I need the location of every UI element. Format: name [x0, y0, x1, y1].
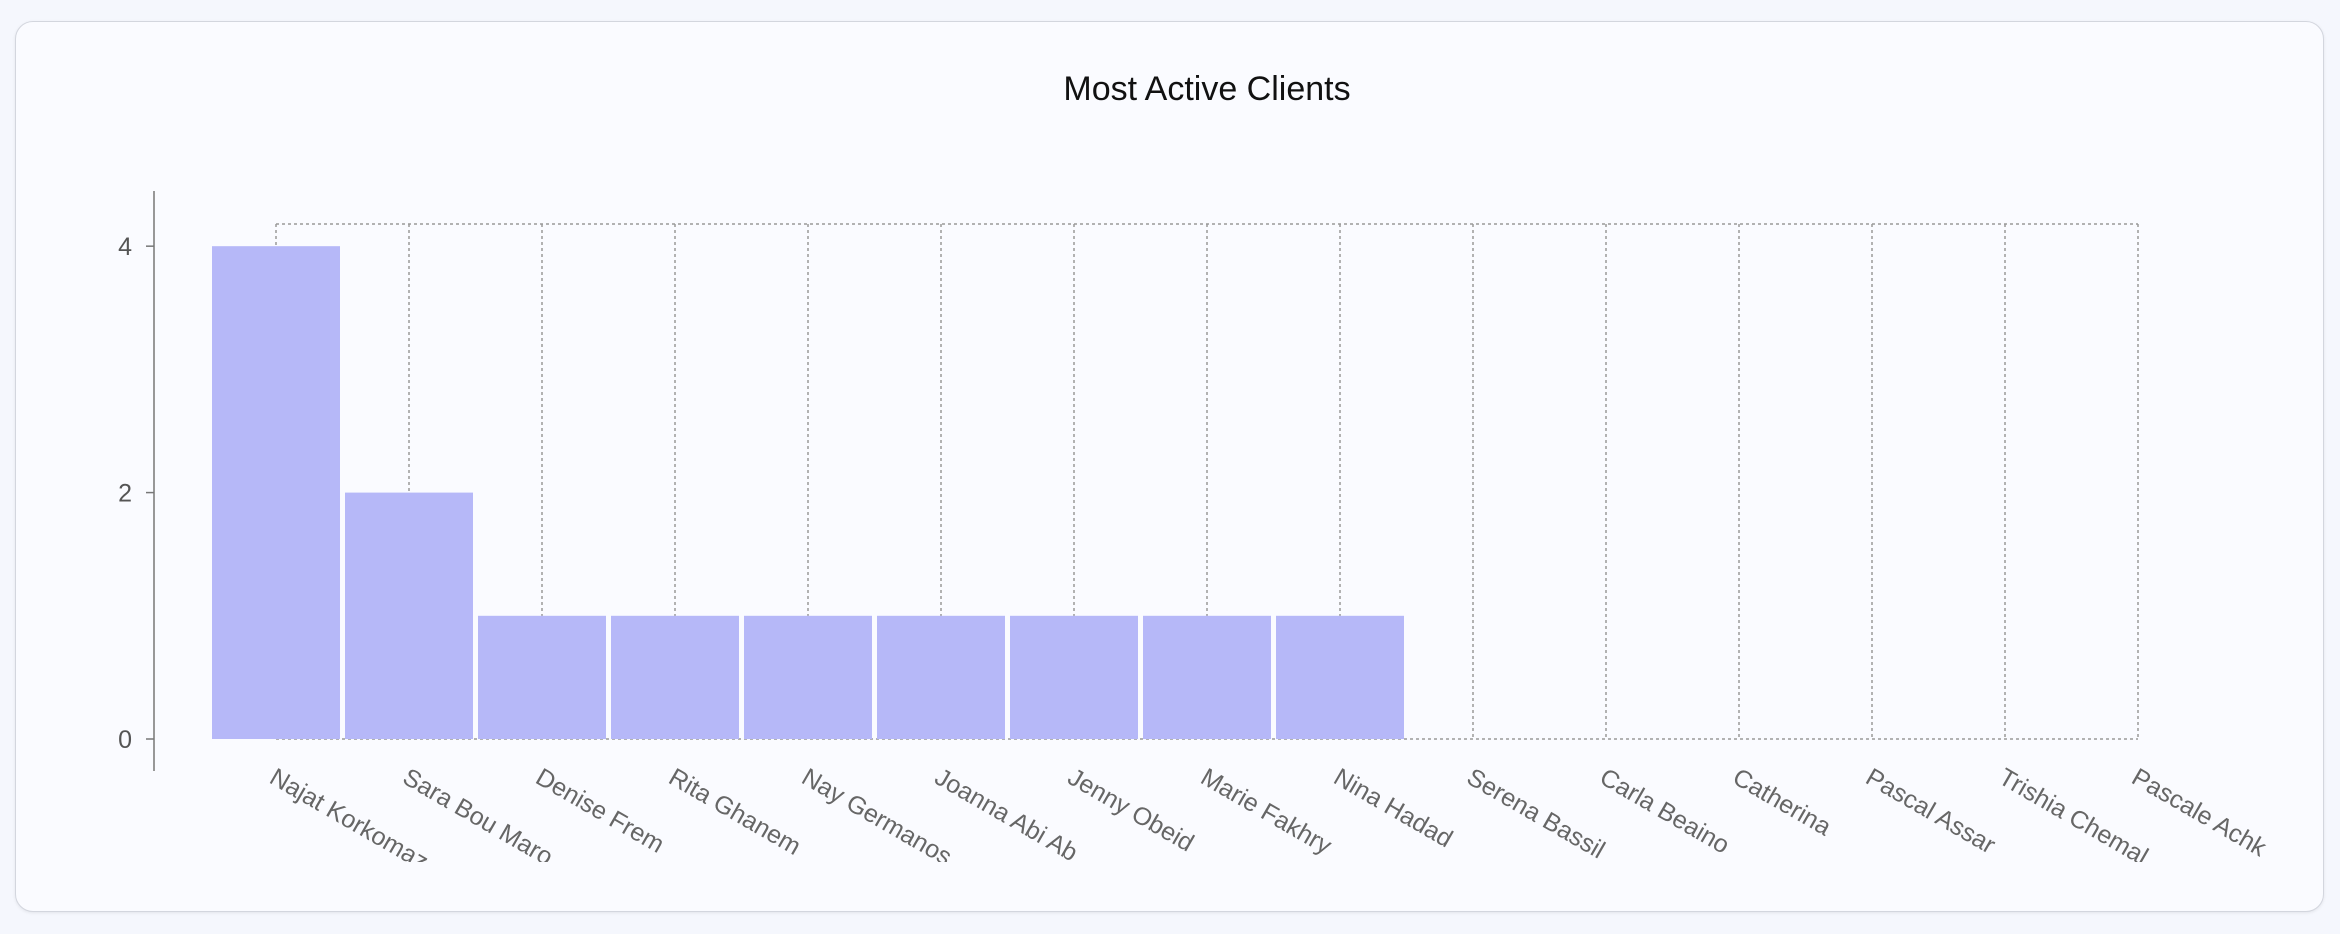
x-tick-label: Serena Bassil [1462, 763, 1610, 864]
y-tick-label: 2 [118, 480, 132, 508]
bar [1010, 615, 1138, 739]
bar [212, 246, 340, 739]
bar [877, 615, 1005, 739]
bar [744, 615, 872, 739]
x-tick-label: Catherina [1728, 763, 1836, 841]
chart-title: Most Active Clients [1063, 70, 1350, 108]
y-tick-label: 4 [118, 233, 132, 261]
bar [1276, 615, 1404, 739]
chart-card [15, 21, 2324, 912]
bar [1143, 615, 1271, 739]
x-tick-label: Nay Germanos [797, 763, 957, 871]
bar [345, 492, 473, 739]
bar [478, 615, 606, 739]
x-tick-label: Jenny Obeid [1063, 763, 1199, 857]
x-tick-label: Trishia Chemal [1994, 763, 2153, 871]
x-tick-label: Pascal Assar [1861, 763, 2000, 860]
bar [611, 615, 739, 739]
x-tick-label: Nina Hadad [1329, 763, 1457, 853]
x-tick-label: Rita Ghanem [664, 763, 806, 861]
y-tick-label: 0 [118, 726, 132, 754]
x-tick-label: Marie Fakhry [1196, 763, 1337, 860]
x-tick-label: Carla Beaino [1595, 763, 1734, 860]
